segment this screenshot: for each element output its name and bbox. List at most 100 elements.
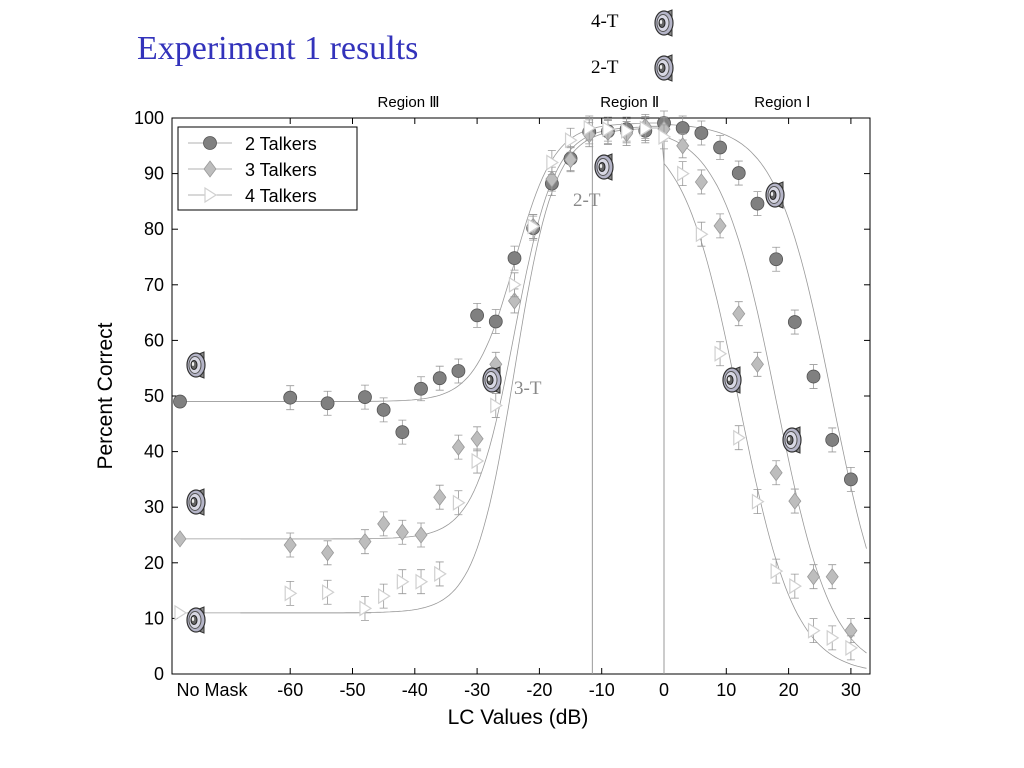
data-point	[675, 121, 690, 135]
data-point	[806, 369, 821, 384]
x-tick-label: No Mask	[176, 680, 248, 700]
data-point	[203, 160, 217, 178]
data-point	[396, 573, 410, 590]
data-point	[769, 252, 784, 267]
data-point	[395, 523, 409, 541]
speaker-icon[interactable]	[180, 487, 210, 517]
data-point	[284, 585, 298, 602]
data-point	[173, 394, 187, 409]
data-point	[414, 526, 428, 544]
data-point	[173, 530, 187, 548]
y-tick-label: 70	[144, 275, 164, 295]
speaker-icon[interactable]	[180, 350, 210, 380]
data-point	[807, 622, 821, 639]
y-tick-label: 100	[134, 108, 164, 128]
data-point	[283, 390, 298, 405]
annotation-3t: 3-T	[514, 378, 542, 399]
x-tick-label: -60	[277, 680, 303, 700]
data-point	[713, 140, 727, 155]
x-axis-label: LC Values (dB)	[448, 706, 589, 729]
data-point	[750, 355, 764, 373]
speaker-icon[interactable]	[759, 180, 789, 210]
data-point	[358, 390, 372, 405]
data-point	[751, 493, 765, 510]
speaker-icon[interactable]	[648, 8, 678, 38]
data-point	[825, 433, 840, 447]
speaker-icon[interactable]	[476, 365, 506, 395]
speaker-icon[interactable]	[180, 605, 210, 635]
data-point	[845, 639, 859, 656]
region-label: Region Ⅰ	[754, 94, 810, 111]
data-point	[452, 494, 466, 511]
data-point	[359, 600, 373, 617]
audio-label-4t: 4-T	[591, 11, 619, 32]
data-point	[713, 217, 727, 235]
data-point	[732, 305, 746, 323]
data-point	[731, 166, 746, 180]
data-point	[488, 314, 503, 329]
data-point	[750, 196, 765, 211]
data-point	[490, 397, 503, 414]
data-point	[694, 173, 708, 191]
data-point	[378, 588, 391, 605]
data-point	[414, 381, 428, 396]
x-tick-label: -20	[526, 680, 552, 700]
data-point	[583, 119, 597, 137]
data-point	[621, 122, 634, 139]
speaker-icon[interactable]	[716, 365, 746, 395]
data-point	[507, 251, 522, 266]
audio-label-2t: 2-T	[591, 57, 619, 78]
data-point	[826, 629, 840, 646]
data-point	[694, 126, 709, 140]
y-tick-label: 90	[144, 164, 164, 184]
data-point	[676, 137, 690, 155]
data-point	[321, 584, 335, 601]
x-tick-label: -50	[339, 680, 365, 700]
data-point	[825, 568, 839, 586]
data-point	[527, 218, 541, 235]
data-point	[395, 425, 410, 440]
data-point	[451, 364, 466, 378]
data-point	[714, 345, 728, 362]
slide-title: Experiment 1 results	[137, 30, 419, 67]
data-point	[508, 276, 522, 293]
annotation-2t: 2-T	[573, 190, 601, 211]
y-tick-label: 30	[144, 497, 164, 517]
series-4-talkers	[174, 115, 859, 661]
speaker-icon[interactable]	[776, 425, 806, 455]
x-tick-label: -30	[464, 680, 490, 700]
y-axis-label: Percent Correct	[94, 322, 117, 469]
region-label: Region Ⅱ	[600, 94, 659, 111]
speaker-icon[interactable]	[648, 53, 678, 83]
data-point	[283, 536, 297, 554]
data-point	[639, 120, 653, 137]
x-tick-label: 30	[841, 680, 861, 700]
legend-label: 2 Talkers	[245, 134, 317, 154]
data-point	[695, 226, 709, 243]
data-point	[320, 396, 335, 411]
y-tick-label: 10	[144, 608, 164, 628]
speaker-icon[interactable]	[588, 152, 618, 182]
data-point	[433, 488, 447, 506]
y-tick-label: 20	[144, 553, 164, 573]
data-point	[434, 565, 447, 583]
data-marks	[173, 110, 859, 661]
data-point	[471, 452, 485, 470]
legend-label: 4 Talkers	[245, 186, 317, 206]
y-tick-label: 40	[144, 442, 164, 462]
data-point	[203, 136, 217, 150]
data-point	[564, 151, 578, 169]
data-point	[677, 165, 690, 182]
data-point	[788, 492, 802, 510]
y-tick-label: 80	[144, 219, 164, 239]
x-tick-label: 10	[716, 680, 736, 700]
y-tick-label: 0	[154, 664, 164, 684]
data-point	[415, 573, 429, 590]
y-tick-label: 60	[144, 330, 164, 350]
y-tick-label: 50	[144, 386, 164, 406]
data-point	[769, 464, 783, 482]
data-point	[807, 568, 821, 586]
x-tick-label: -40	[402, 680, 428, 700]
data-point	[546, 154, 559, 171]
